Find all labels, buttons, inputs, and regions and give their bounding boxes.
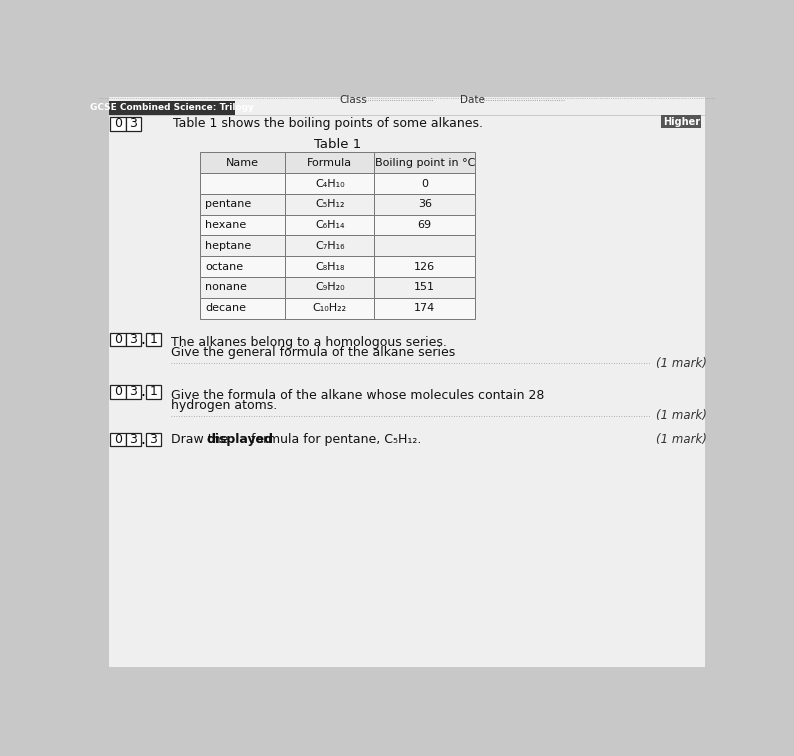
Text: Table 1: Table 1: [314, 138, 361, 151]
Text: C₈H₁₈: C₈H₁₈: [315, 262, 345, 271]
Text: Name: Name: [226, 158, 259, 168]
FancyBboxPatch shape: [109, 97, 705, 667]
Text: formula for pentane, C₅H₁₂.: formula for pentane, C₅H₁₂.: [247, 433, 422, 446]
Text: (1 mark): (1 mark): [656, 409, 707, 422]
Text: displayed: displayed: [207, 433, 274, 446]
FancyBboxPatch shape: [110, 432, 125, 447]
Text: (1 mark): (1 mark): [656, 357, 707, 370]
Text: decane: decane: [206, 303, 246, 313]
FancyBboxPatch shape: [661, 116, 701, 129]
FancyBboxPatch shape: [146, 385, 161, 398]
Text: 69: 69: [418, 220, 432, 230]
Text: heptane: heptane: [206, 241, 252, 251]
Text: nonane: nonane: [206, 283, 247, 293]
Text: .: .: [141, 384, 145, 399]
Text: Boiling point in °C: Boiling point in °C: [375, 158, 475, 168]
FancyBboxPatch shape: [110, 117, 125, 131]
Text: 3: 3: [129, 433, 137, 446]
Text: 36: 36: [418, 200, 432, 209]
Text: Table 1 shows the boiling points of some alkanes.: Table 1 shows the boiling points of some…: [173, 117, 483, 130]
Text: Date: Date: [460, 95, 484, 105]
FancyBboxPatch shape: [375, 298, 475, 318]
Text: 3: 3: [129, 117, 137, 130]
FancyBboxPatch shape: [146, 333, 161, 346]
FancyBboxPatch shape: [375, 194, 475, 215]
Text: C₆H₁₄: C₆H₁₄: [315, 220, 345, 230]
Text: C₄H₁₀: C₄H₁₀: [315, 178, 345, 188]
Text: 3: 3: [149, 433, 157, 446]
Text: 3: 3: [129, 386, 137, 398]
FancyBboxPatch shape: [125, 117, 141, 131]
FancyBboxPatch shape: [200, 298, 285, 318]
FancyBboxPatch shape: [285, 152, 375, 173]
FancyBboxPatch shape: [285, 256, 375, 277]
Text: GCSE Combined Science: Trilogy: GCSE Combined Science: Trilogy: [91, 103, 254, 112]
FancyBboxPatch shape: [200, 277, 285, 298]
Text: 151: 151: [414, 283, 435, 293]
FancyBboxPatch shape: [110, 101, 235, 115]
FancyBboxPatch shape: [125, 385, 141, 398]
FancyBboxPatch shape: [285, 235, 375, 256]
Text: .: .: [141, 332, 145, 347]
FancyBboxPatch shape: [375, 256, 475, 277]
Text: .: .: [141, 432, 145, 447]
Text: 0: 0: [114, 117, 121, 130]
FancyBboxPatch shape: [375, 277, 475, 298]
FancyBboxPatch shape: [285, 277, 375, 298]
Text: 0: 0: [422, 178, 428, 188]
Text: hexane: hexane: [206, 220, 247, 230]
Text: Class: Class: [340, 95, 368, 105]
Text: 3: 3: [129, 333, 137, 346]
Text: The alkanes belong to a homologous series.: The alkanes belong to a homologous serie…: [171, 336, 446, 349]
Text: Give the formula of the alkane whose molecules contain 28: Give the formula of the alkane whose mol…: [171, 389, 544, 401]
Text: Give the general formula of the alkane series: Give the general formula of the alkane s…: [171, 346, 455, 359]
FancyBboxPatch shape: [285, 298, 375, 318]
FancyBboxPatch shape: [285, 173, 375, 194]
Text: 1: 1: [149, 386, 157, 398]
Text: octane: octane: [206, 262, 244, 271]
Text: 1: 1: [149, 333, 157, 346]
FancyBboxPatch shape: [375, 152, 475, 173]
Text: Higher: Higher: [663, 117, 700, 127]
FancyBboxPatch shape: [200, 173, 285, 194]
FancyBboxPatch shape: [375, 215, 475, 235]
FancyBboxPatch shape: [375, 235, 475, 256]
Text: 126: 126: [414, 262, 435, 271]
FancyBboxPatch shape: [200, 152, 285, 173]
FancyBboxPatch shape: [285, 215, 375, 235]
Text: Draw the: Draw the: [171, 433, 232, 446]
FancyBboxPatch shape: [110, 333, 125, 346]
FancyBboxPatch shape: [200, 256, 285, 277]
FancyBboxPatch shape: [375, 173, 475, 194]
FancyBboxPatch shape: [200, 235, 285, 256]
Text: 0: 0: [114, 333, 121, 346]
Text: C₇H₁₆: C₇H₁₆: [315, 241, 345, 251]
Text: hydrogen atoms.: hydrogen atoms.: [171, 398, 277, 412]
Text: Formula: Formula: [307, 158, 353, 168]
Text: 0: 0: [114, 386, 121, 398]
FancyBboxPatch shape: [125, 333, 141, 346]
FancyBboxPatch shape: [125, 432, 141, 447]
Text: C₁₀H₂₂: C₁₀H₂₂: [313, 303, 347, 313]
FancyBboxPatch shape: [110, 385, 125, 398]
Text: C₅H₁₂: C₅H₁₂: [315, 200, 345, 209]
FancyBboxPatch shape: [146, 432, 161, 447]
Text: pentane: pentane: [206, 200, 252, 209]
Text: 0: 0: [114, 433, 121, 446]
FancyBboxPatch shape: [200, 215, 285, 235]
FancyBboxPatch shape: [285, 194, 375, 215]
Text: C₉H₂₀: C₉H₂₀: [315, 283, 345, 293]
Text: 174: 174: [414, 303, 435, 313]
Text: (1 mark): (1 mark): [656, 433, 707, 446]
FancyBboxPatch shape: [200, 194, 285, 215]
